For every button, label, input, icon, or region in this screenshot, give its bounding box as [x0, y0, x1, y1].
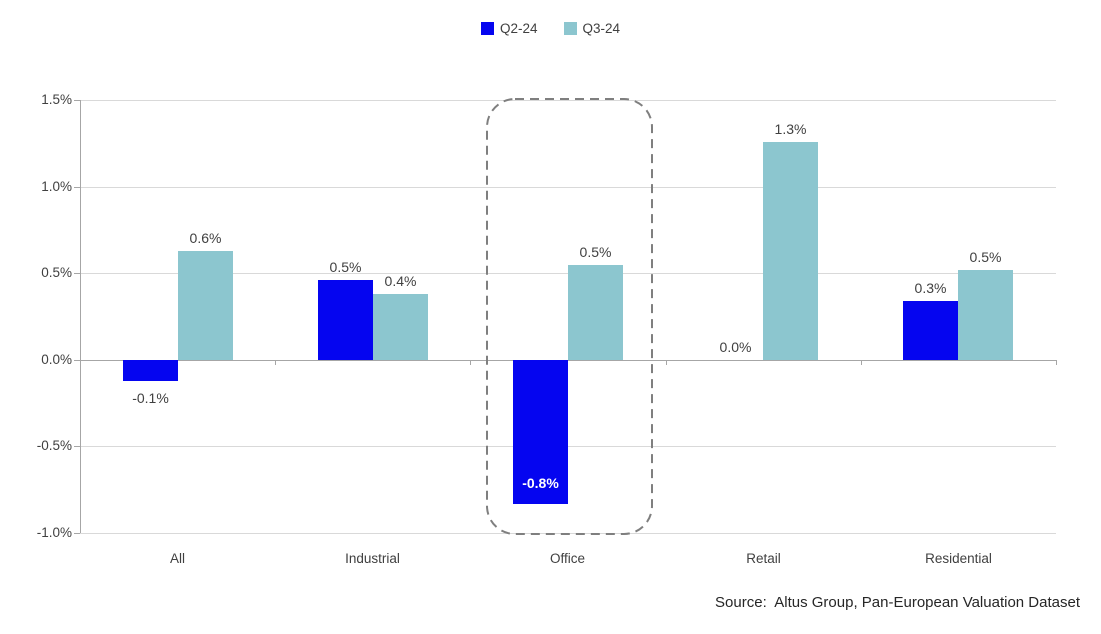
x-tick-mark [666, 360, 667, 365]
legend-label: Q3-24 [582, 20, 621, 36]
y-tick-mark [74, 187, 80, 188]
bar-q3-24-retail [763, 142, 818, 360]
x-category-label-retail: Retail [746, 551, 781, 566]
x-tick-mark [275, 360, 276, 365]
bar-q3-24-office [568, 265, 623, 360]
data-label-q3-24-office: 0.5% [579, 244, 612, 260]
y-tick-label: 1.0% [41, 179, 72, 194]
x-category-label-office: Office [549, 551, 585, 566]
y-tick-label: 0.5% [41, 265, 72, 280]
legend-swatch-q3-24 [563, 21, 577, 35]
gridline-1.0% [80, 187, 1056, 188]
x-category-label-all: All [169, 551, 185, 566]
data-label-q2-24-residential: 0.3% [914, 280, 947, 296]
y-tick-label: 0.0% [41, 352, 72, 367]
bar-q2-24-residential [903, 301, 958, 360]
data-label-q2-24-office: -0.8% [522, 475, 559, 491]
gridline-1.5% [80, 100, 1056, 101]
y-tick-label: 1.5% [41, 92, 72, 107]
y-tick-mark [74, 360, 80, 361]
bar-q2-24-all [123, 360, 178, 381]
x-axis-zero-line [80, 360, 1056, 361]
legend: Q2-24 Q3-24 [0, 18, 1101, 38]
data-label-q2-24-all: -0.1% [132, 390, 169, 406]
data-label-q3-24-industrial: 0.4% [384, 273, 417, 289]
x-tick-mark [1056, 360, 1057, 365]
y-axis-line [80, 100, 81, 533]
bar-q2-24-industrial [318, 280, 373, 360]
y-tick-label: -0.5% [36, 438, 72, 453]
data-label-q2-24-industrial: 0.5% [329, 259, 362, 275]
y-tick-mark [74, 533, 80, 534]
gridline--1.0% [80, 533, 1056, 534]
y-tick-mark [74, 273, 80, 274]
legend-swatch-q2-24 [480, 21, 494, 35]
x-category-label-residential: Residential [925, 551, 992, 566]
data-label-q3-24-residential: 0.5% [969, 249, 1002, 265]
y-tick-mark [74, 100, 80, 101]
source-note: Source: Altus Group, Pan-European Valuat… [715, 594, 1080, 611]
x-tick-mark [80, 360, 81, 365]
x-tick-mark [861, 360, 862, 365]
data-label-q3-24-all: 0.6% [189, 230, 222, 246]
legend-item-q3-24: Q3-24 [563, 20, 621, 36]
y-tick-mark [74, 446, 80, 447]
legend-label: Q2-24 [499, 20, 538, 36]
data-label-q3-24-retail: 1.3% [774, 121, 807, 137]
data-label-q2-24-retail: 0.0% [719, 339, 752, 355]
bar-q3-24-residential [958, 270, 1013, 360]
bar-q3-24-all [178, 251, 233, 360]
y-tick-label: -1.0% [36, 525, 72, 540]
x-tick-mark [470, 360, 471, 365]
bar-q3-24-industrial [373, 294, 428, 360]
gridline--0.5% [80, 446, 1056, 447]
legend-item-q2-24: Q2-24 [480, 20, 538, 36]
x-category-label-industrial: Industrial [345, 551, 400, 566]
